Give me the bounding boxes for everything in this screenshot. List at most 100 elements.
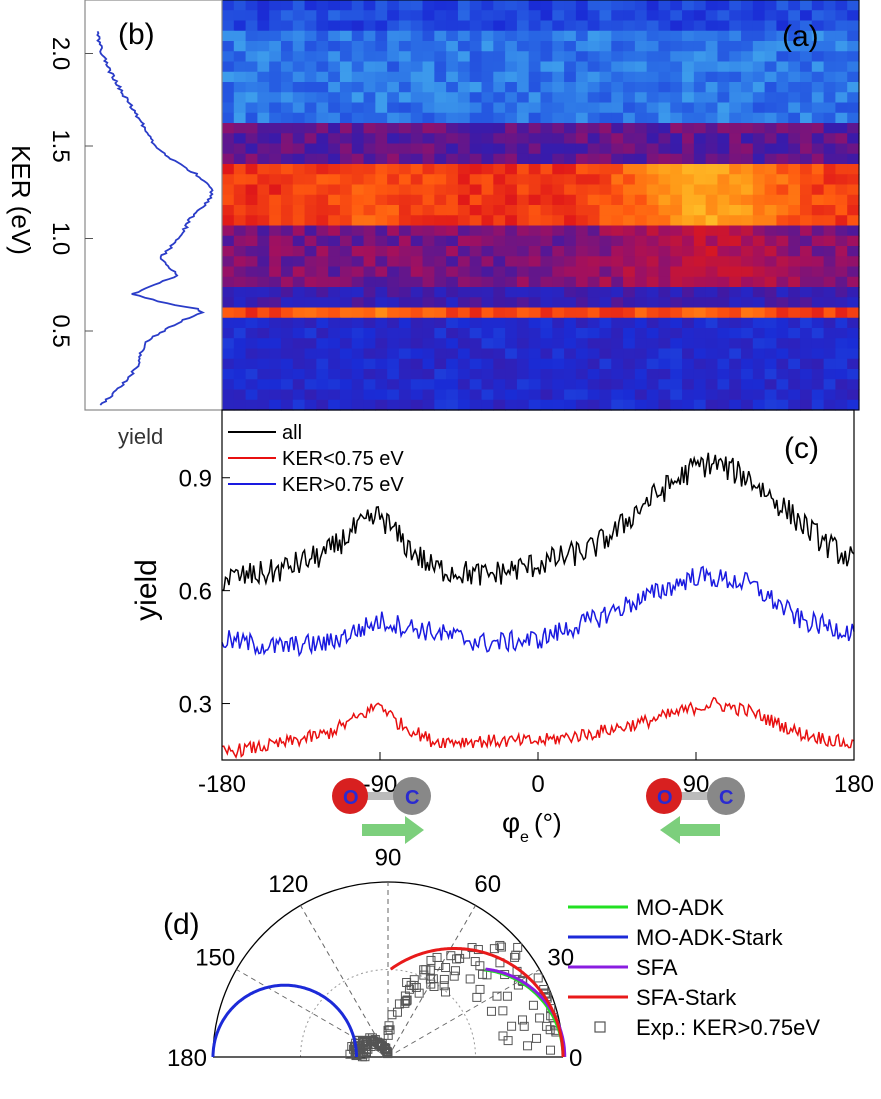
heatmap-cell — [540, 287, 553, 298]
heatmap-cell — [505, 71, 518, 83]
heatmap-cell — [705, 164, 719, 175]
heatmap-cell — [552, 215, 565, 227]
heatmap-cell — [788, 317, 801, 329]
heatmap-cell — [823, 246, 837, 257]
heatmap-cell — [257, 348, 270, 360]
heatmap-cell — [257, 235, 270, 247]
heatmap-cell — [623, 82, 636, 93]
heatmap-cell — [410, 287, 424, 298]
heatmap-cell — [410, 71, 424, 83]
heatmap-cell — [434, 369, 447, 380]
heatmap-cell — [823, 256, 837, 268]
heatmap-cell — [446, 287, 459, 298]
heatmap-cell — [469, 235, 483, 247]
heatmap-cell — [752, 348, 766, 360]
heatmap-cell — [705, 41, 719, 52]
heatmap-cell — [823, 399, 837, 411]
heatmap-cell — [705, 215, 719, 227]
heatmap-cell — [729, 256, 742, 268]
heatmap-cell — [410, 235, 424, 247]
heatmap-cell — [422, 256, 435, 268]
heatmap-cell — [729, 133, 742, 145]
heatmap-cell — [823, 287, 837, 298]
heatmap-cell — [363, 215, 376, 227]
heatmap-cell — [363, 82, 376, 93]
heatmap-cell — [776, 112, 789, 124]
heatmap-cell — [304, 174, 317, 186]
heatmap-cell — [552, 287, 565, 298]
heatmap-cell — [410, 205, 424, 216]
heatmap-cell — [516, 194, 530, 206]
heatmap-cell — [764, 235, 778, 247]
heatmap-cell — [670, 194, 683, 206]
heatmap-cell — [823, 348, 837, 360]
heatmap-cell — [316, 399, 329, 411]
heatmap-cell — [351, 92, 365, 104]
heatmap-cell — [552, 164, 565, 175]
heatmap-cell — [398, 338, 412, 350]
heatmap-cell — [587, 287, 601, 298]
heatmap-cell — [634, 358, 648, 370]
heatmap-cell — [764, 338, 778, 350]
heatmap-cell — [847, 379, 860, 391]
heatmap-cell — [257, 153, 270, 165]
heatmap-cell — [233, 71, 247, 83]
heatmap-cell — [410, 92, 424, 104]
heatmap-cell — [623, 348, 636, 360]
heatmap-cell — [634, 379, 648, 391]
heatmap-cell — [540, 194, 553, 206]
exp-point — [439, 981, 449, 991]
heatmap-cell — [481, 307, 494, 319]
heatmap-cell — [682, 266, 695, 278]
heatmap-cell — [705, 102, 719, 114]
heatmap-cell — [847, 51, 860, 63]
exp-point — [400, 998, 410, 1008]
heatmap-cell — [410, 82, 424, 93]
heatmap-cell — [422, 369, 435, 380]
heatmap-cell — [422, 389, 435, 401]
heatmap-cell — [434, 287, 447, 298]
heatmap-cell — [788, 297, 801, 309]
heatmap-cell — [339, 153, 353, 165]
heatmap-cell — [800, 61, 813, 73]
heatmap-cell — [693, 82, 707, 93]
heatmap-cell — [457, 153, 471, 165]
heatmap-cell — [469, 379, 483, 391]
heatmap-cell — [363, 246, 376, 257]
heatmap-cell — [776, 20, 789, 32]
heatmap-cell — [764, 10, 778, 22]
heatmap-cell — [269, 307, 282, 319]
heatmap-cell — [776, 133, 789, 145]
exp-point — [363, 1035, 373, 1045]
heatmap-cell — [457, 82, 471, 93]
heatmap-cell — [823, 358, 837, 370]
heatmap-cell — [280, 123, 294, 134]
heatmap-cell — [222, 153, 235, 165]
exp-point — [401, 996, 411, 1006]
heatmap-cell — [304, 92, 317, 104]
heatmap-cell — [269, 153, 282, 165]
heatmap-cell — [304, 123, 317, 134]
heatmap-cell — [245, 389, 258, 401]
heatmap-cell — [387, 184, 400, 196]
heatmap-cell — [811, 71, 825, 83]
heatmap-cell — [233, 41, 247, 52]
heatmap-cell — [375, 164, 388, 175]
heatmap-cell — [363, 235, 376, 247]
heatmap-cell — [634, 399, 648, 411]
heatmap-cell — [304, 215, 317, 227]
heatmap-cell — [434, 358, 447, 370]
heatmap-cell — [316, 123, 329, 134]
heatmap-cell — [623, 194, 636, 206]
heatmap-cell — [410, 389, 424, 401]
heatmap-cell — [375, 369, 388, 380]
heatmap-cell — [469, 123, 483, 134]
heatmap-cell — [280, 41, 294, 52]
heatmap-cell — [280, 205, 294, 216]
heatmap-cell — [410, 399, 424, 411]
heatmap-cell — [257, 205, 270, 216]
heatmap-cell — [339, 102, 353, 114]
heatmap-cell — [811, 184, 825, 196]
heatmap-cell — [646, 82, 660, 93]
